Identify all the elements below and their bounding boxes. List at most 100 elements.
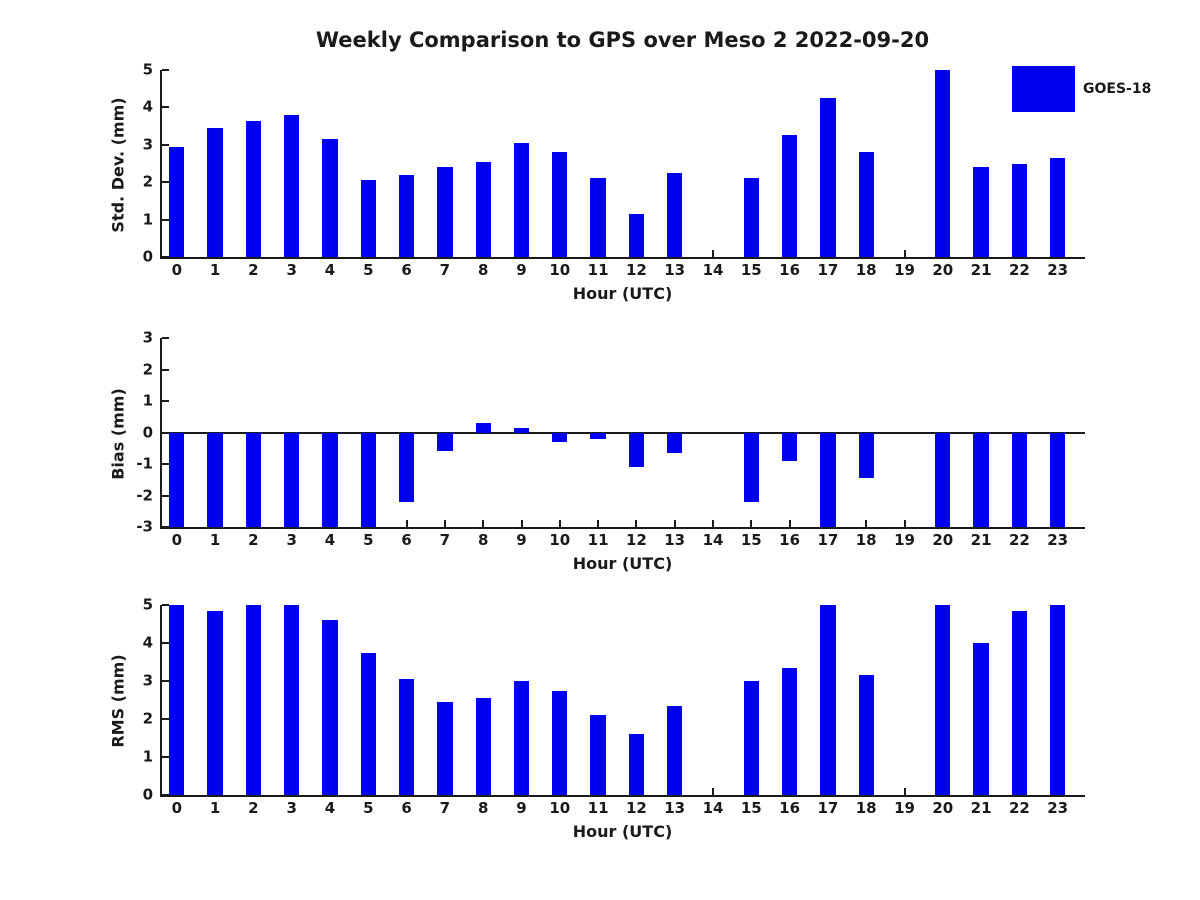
x-tick-label: 12 [625, 261, 647, 279]
bar-hour-7 [437, 167, 453, 257]
y-tick [162, 368, 169, 371]
x-axis-label-bias: Hour (UTC) [572, 554, 673, 573]
x-tick-label: 8 [477, 799, 489, 817]
x-tick-label: 2 [248, 261, 259, 279]
y-tick [162, 143, 169, 146]
plot-area-bias: -3 -2 -1 0 1 2 3 0 1 2 3 4 5 6 7 8 9 10 11 12 13 14 15 16 17 18 19… [136, 330, 1085, 548]
bar-hour-9 [513, 142, 530, 257]
x-tick-label: 20 [932, 531, 954, 549]
bar-hour-23 [1050, 605, 1066, 795]
bar-hour-23 [1050, 432, 1066, 527]
x-tick-label: 5 [363, 799, 374, 817]
x-tick-label: 15 [740, 531, 762, 549]
x-tick-label: 21 [970, 799, 992, 817]
x-tick [712, 788, 714, 795]
x-tick [788, 520, 791, 527]
x-tick [558, 520, 561, 527]
bar-hour-1 [207, 127, 223, 257]
bar-hour-4 [322, 432, 338, 527]
x-tick-label: 20 [932, 799, 954, 817]
x-tick-label: 8 [477, 531, 489, 549]
x-tick-label: 0 [171, 799, 183, 817]
x-tick-label: 4 [324, 799, 336, 817]
x-tick-label: 3 [286, 799, 297, 817]
y-tick-label: 5 [142, 60, 153, 79]
bar-hour-22 [1011, 163, 1028, 257]
x-tick-label: 1 [209, 799, 221, 817]
y-tick-label: 0 [142, 247, 153, 266]
bar-hour-13 [667, 705, 683, 795]
x-tick-label: 10 [549, 799, 571, 817]
x-tick [635, 520, 638, 527]
y-tick [162, 604, 169, 606]
y-tick-label: 2 [142, 172, 153, 191]
x-tick-label: 21 [970, 531, 992, 549]
bar-hour-21 [973, 432, 989, 527]
bar-hour-12 [628, 432, 645, 468]
x-tick-label: 19 [894, 261, 915, 279]
x-tick-label: 4 [324, 531, 336, 549]
bar-hour-22 [1011, 610, 1028, 795]
x-tick [903, 520, 906, 527]
x-tick-label: 7 [439, 261, 451, 279]
x-tick [443, 520, 446, 527]
y-tick [162, 106, 169, 109]
x-tick-label: 18 [855, 799, 877, 817]
x-tick-label: 9 [516, 531, 527, 549]
bar-hour-17 [820, 432, 836, 527]
bar-hour-18 [858, 432, 874, 479]
x-tick-label: 2 [248, 531, 259, 549]
bar-hour-17 [820, 98, 836, 257]
x-tick [865, 520, 868, 527]
bar-hour-11 [590, 432, 606, 439]
x-tick-label: 12 [625, 531, 647, 549]
bar-hour-15 [743, 432, 759, 502]
bar-hour-18 [858, 152, 874, 257]
x-tick-label: 7 [439, 799, 451, 817]
x-tick [673, 520, 676, 527]
x-tick [520, 520, 523, 527]
bar-hour-16 [781, 432, 798, 461]
y-tick-label: -1 [136, 454, 153, 473]
bar-hour-22 [1011, 432, 1028, 527]
y-tick [162, 337, 169, 339]
x-tick-label: 9 [516, 261, 527, 279]
bar-hour-21 [973, 167, 989, 257]
x-tick-label: 22 [1008, 531, 1030, 549]
bar-hour-8 [475, 698, 491, 795]
x-tick-label: 3 [286, 261, 297, 279]
plot-area-rms: 0 1 2 3 4 5 0 1 2 3 4 5 6 7 8 9 10 11 12 13 14 15 16 17 18 19 20 21… [143, 597, 1085, 816]
bar-hour-5 [360, 180, 376, 257]
y-tick-label: 1 [142, 391, 153, 410]
legend-label: GOES-18 [1083, 81, 1152, 97]
x-tick-label: 3 [286, 531, 297, 549]
bar-hour-17 [820, 605, 836, 795]
y-tick-label: 1 [142, 747, 153, 766]
bar-hour-15 [743, 178, 759, 257]
y-tick [162, 463, 169, 466]
x-tick-label: 19 [894, 799, 915, 817]
y-tick-label: 3 [142, 135, 153, 154]
x-tick-label: 15 [740, 261, 762, 279]
bar-hour-6 [398, 679, 415, 795]
x-tick-label: 14 [702, 261, 724, 279]
bar-hour-20 [935, 432, 951, 527]
bar-hour-3 [284, 605, 300, 795]
y-axis-label-bias: Bias (mm) [108, 387, 128, 480]
bar-hour-20 [935, 70, 951, 257]
bar-hour-16 [781, 135, 798, 257]
x-tick-label: 8 [477, 261, 489, 279]
y-tick-label: 0 [142, 785, 153, 804]
x-tick-label: 11 [587, 799, 609, 817]
y-tick-label: 2 [142, 360, 153, 378]
y-tick-label: 4 [142, 97, 153, 116]
x-tick [750, 520, 753, 527]
x-tick-label: 13 [664, 531, 686, 549]
subplot-bias: Bias (mm) -3 -2 -1 0 1 2 3 0 1 2 3 4 5 6 7 8 9 10 11 12 13 14… [109, 330, 1085, 573]
y-axis-label-rms: RMS (mm) [108, 654, 128, 748]
x-tick-label: 23 [1047, 261, 1069, 279]
bar-hour-8 [475, 423, 491, 433]
x-tick-label: 5 [363, 261, 374, 279]
bar-hour-10 [552, 152, 568, 257]
x-tick [482, 520, 485, 527]
